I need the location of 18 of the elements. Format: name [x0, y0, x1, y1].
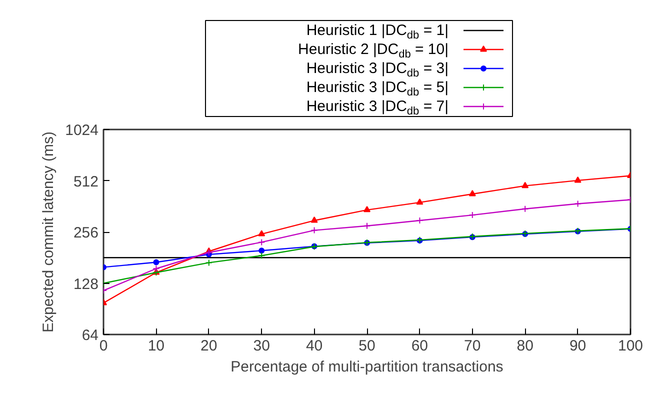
x-tick-label: 40	[306, 338, 323, 354]
x-tick-label: 30	[253, 338, 270, 354]
x-tick-label: 0	[99, 338, 108, 354]
x-tick-label: 100	[618, 338, 644, 354]
y-tick-label: 1024	[65, 122, 99, 139]
y-tick-label: 512	[73, 173, 99, 190]
y-axis-title: Expected commit latency (ms)	[40, 132, 58, 332]
x-tick-label: 80	[516, 338, 534, 354]
x-tick-label: 90	[569, 338, 586, 354]
y-tick-label: 64	[82, 327, 99, 344]
x-tick-label: 60	[411, 338, 428, 354]
x-axis-title: Percentage of multi-partition transactions	[230, 358, 504, 376]
x-tick-label: 70	[464, 338, 481, 354]
x-tick-label: 10	[148, 338, 165, 354]
y-tick-label: 128	[73, 276, 99, 293]
x-tick-label: 50	[358, 338, 376, 354]
x-tick-label: 20	[200, 338, 218, 354]
y-tick-label: 256	[73, 224, 99, 242]
